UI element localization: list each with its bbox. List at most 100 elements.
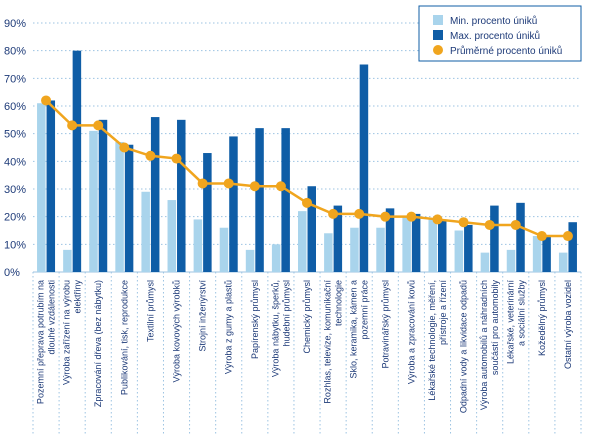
avg-point — [406, 211, 417, 222]
x-category-label: Papírenský průmysl — [250, 280, 260, 359]
y-axis-ticks: 0% 10% 20% 30% 40% 50% 60% 70% 80% 90% — [4, 18, 26, 279]
bar-min — [402, 216, 411, 272]
bar-max — [464, 224, 473, 272]
bar-max — [72, 50, 82, 272]
x-category-label-line: Výroba z gumy a plastů — [224, 280, 234, 374]
avg-point — [328, 208, 339, 219]
avg-point — [432, 214, 443, 225]
legend-box — [418, 5, 582, 62]
x-category-label-line: a sociální služby — [516, 280, 526, 347]
x-category-label-line: technologie — [334, 280, 344, 326]
x-category-label: Výroba z gumy a plastů — [224, 280, 234, 374]
bar-min — [506, 249, 516, 272]
x-category-label: Výroba automobilů a náhradních součástí p… — [479, 280, 500, 411]
x-category-label-line: Publikování, tisk, reprodukce — [119, 280, 129, 395]
bar-max — [307, 186, 316, 272]
y-tick-label: 30% — [4, 184, 26, 196]
x-category-label-line: Potravinářský průmysl — [380, 280, 390, 369]
legend-swatch-max — [433, 30, 443, 40]
x-axis-labels: Pozemní přeprava potrubím na dlouhé vzdál… — [36, 280, 573, 414]
bar-max — [177, 119, 186, 272]
x-category-label: Sklo, keramika, kámen a pozemní práce — [349, 280, 370, 379]
x-category-label-line: Pozemní přeprava potrubím na — [36, 280, 46, 404]
bar-min — [167, 200, 177, 272]
x-category-label-line: dlouhé vzdálenosti — [47, 280, 57, 355]
x-category-label-line: Kožedělný průmysl — [537, 280, 547, 356]
bar-min — [428, 219, 437, 272]
y-tick-label: 80% — [4, 46, 26, 58]
legend-label-max: Max. procento úniků — [450, 30, 540, 42]
x-category-label-line: hudební průmysl — [281, 280, 291, 347]
bar-max — [229, 136, 238, 272]
x-category-label: Textilní průmysl — [145, 280, 155, 342]
x-category-label: Lékařské technologie, měření, přístroje a… — [427, 280, 448, 401]
x-category-label: Strojní inženýrství — [198, 280, 208, 352]
bar-min — [298, 211, 307, 272]
avg-point — [197, 178, 208, 189]
x-category-label-line: Papírenský průmysl — [250, 280, 260, 359]
x-category-label-line: elektřiny — [73, 280, 83, 314]
bar-max — [333, 205, 343, 272]
x-category-label: Potravinářský průmysl — [380, 280, 390, 369]
bar-max — [124, 144, 134, 272]
bar-max — [385, 208, 395, 272]
avg-point — [484, 219, 495, 230]
x-category-label-line: Výroba automobilů a náhradních — [479, 280, 489, 410]
x-category-label-line: Výroba nábytku, šperků, — [270, 280, 280, 377]
x-category-label-line: Ostatní výroba vozidel — [563, 280, 573, 369]
bar-max — [516, 202, 525, 272]
avg-point — [67, 120, 78, 131]
x-category-label-line: Sklo, keramika, kámen a — [349, 280, 359, 379]
bar-min — [454, 230, 464, 272]
bars — [37, 50, 577, 272]
avg-point — [249, 181, 260, 192]
avg-point — [119, 142, 130, 153]
bar-max — [255, 128, 264, 272]
x-category-label-line: součástí pro automobily — [490, 280, 500, 376]
avg-point — [458, 217, 469, 228]
x-category-label: Výroba a zpracování kovů — [406, 280, 416, 384]
avg-point — [145, 150, 156, 161]
avg-point — [510, 219, 521, 230]
legend-label-min: Min. procento úniků — [450, 15, 537, 27]
legend-marker-avg — [433, 45, 443, 55]
avg-point — [223, 178, 234, 189]
x-category-label: Ostatní výroba vozidel — [563, 280, 573, 369]
bar-max — [568, 222, 577, 272]
bar-max — [203, 153, 212, 272]
bar-max — [437, 219, 447, 272]
avg-point — [171, 153, 182, 164]
bar-max — [490, 205, 499, 272]
x-category-label-line: Strojní inženýrství — [198, 280, 208, 352]
x-category-label: Chemický průmysl — [302, 280, 312, 354]
avg-point — [380, 211, 391, 222]
x-category-label: Výroba nábytku, šperků, hudební průmysl — [270, 280, 291, 377]
bar-min — [115, 141, 124, 272]
bar-min — [141, 191, 150, 272]
x-category-label: Výroba kovových výrobků — [172, 280, 182, 383]
bar-min — [558, 252, 568, 272]
bar-min — [324, 233, 333, 272]
avg-point — [275, 181, 286, 192]
x-category-label-line: Výroba a zpracování kovů — [406, 280, 416, 384]
x-category-label: Pozemní přeprava potrubím na dlouhé vzdál… — [36, 280, 57, 404]
x-category-label: Výroba zařízení na výrobu elektřiny — [62, 280, 83, 386]
x-category-label-line: Textilní průmysl — [145, 280, 155, 342]
bar-max — [411, 213, 421, 272]
x-category-label: Kožedělný průmysl — [537, 280, 547, 356]
x-category-label: Rozhlas, televize, komunikační technologi… — [323, 280, 344, 404]
x-category-label-line: Výroba zařízení na výrobu — [62, 280, 72, 385]
y-tick-label: 50% — [4, 129, 26, 141]
x-category-label-line: Výroba kovových výrobků — [172, 280, 182, 383]
x-category-label-line: Lékařské technologie, měření, — [427, 280, 437, 401]
y-tick-label: 60% — [4, 101, 26, 113]
x-category-label: Publikování, tisk, reprodukce — [119, 280, 129, 395]
bar-max — [542, 236, 551, 272]
y-tick-label: 70% — [4, 73, 26, 85]
bar-min — [37, 103, 46, 272]
x-category-label-line: pozemní práce — [360, 280, 370, 340]
avg-point — [93, 120, 104, 131]
bar-min — [480, 252, 490, 272]
average-line — [41, 95, 573, 242]
